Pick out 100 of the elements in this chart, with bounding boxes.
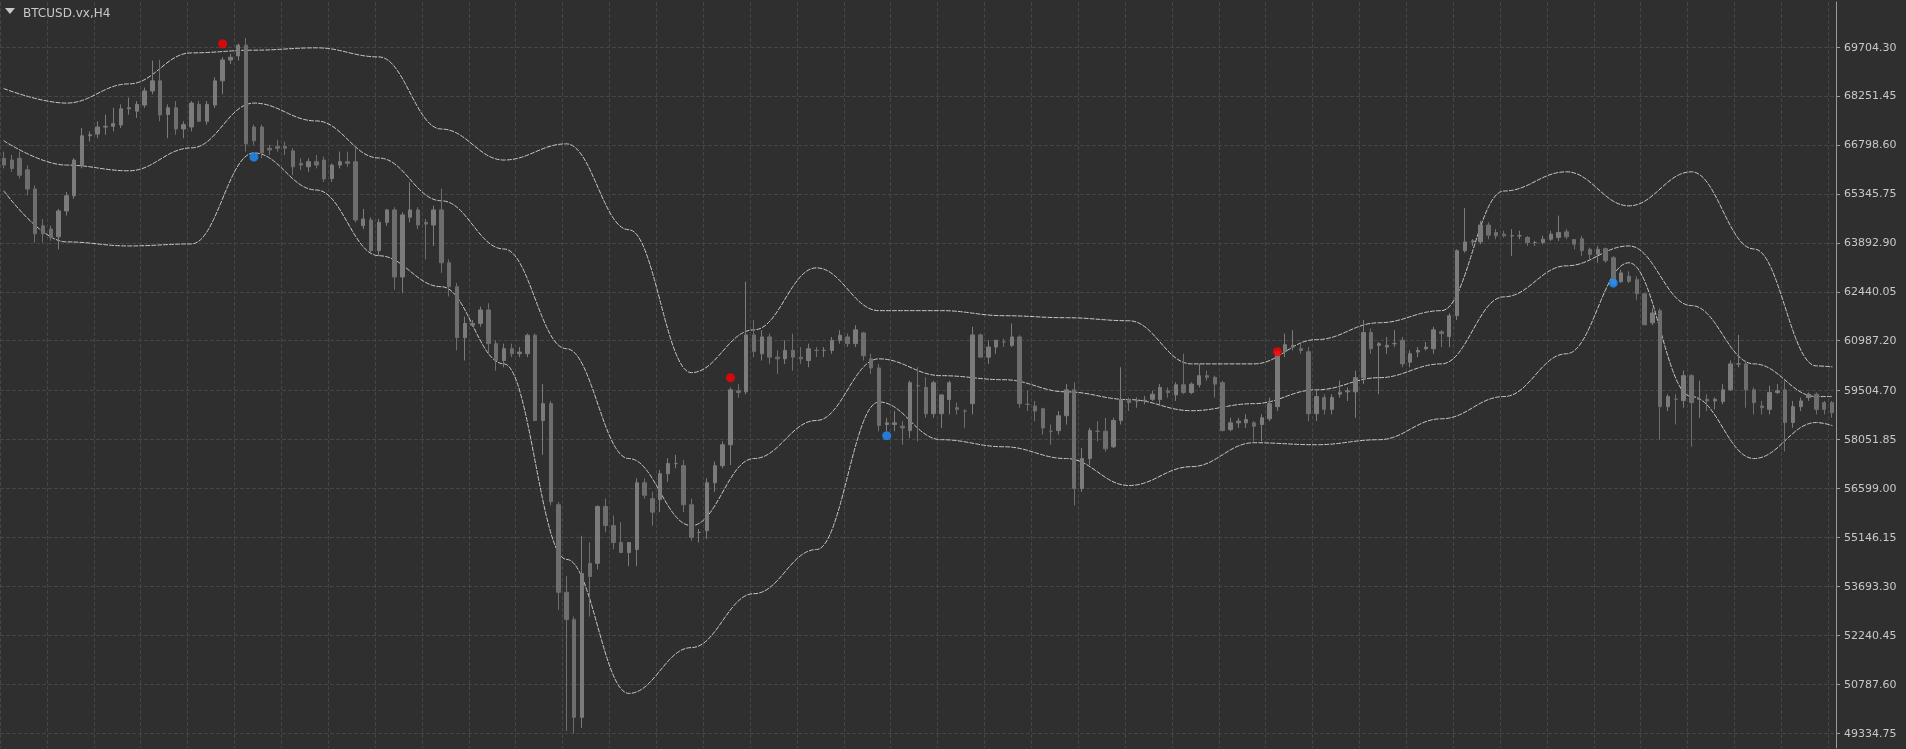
line-series: [3, 102, 1833, 527]
candlestick: [924, 376, 928, 419]
candlestick: [955, 402, 959, 415]
candlestick: [1377, 341, 1381, 395]
candlestick: [525, 333, 530, 358]
candlestick: [1064, 383, 1069, 426]
candlestick: [1095, 420, 1100, 442]
candlestick: [1603, 247, 1608, 264]
candlestick: [416, 206, 420, 230]
candlestick: [1244, 413, 1248, 429]
y-tick-label: 50787.60: [1844, 677, 1897, 691]
candlestick: [736, 383, 741, 399]
candlestick: [1220, 380, 1225, 432]
candlestick: [1142, 395, 1147, 405]
candlestick: [799, 346, 803, 365]
candlestick: [369, 216, 373, 254]
candlestick: [1291, 329, 1295, 351]
candlestick: [49, 225, 53, 242]
candlestick: [783, 339, 787, 365]
candlestick: [533, 333, 537, 422]
candlestick: [10, 154, 14, 173]
candlestick: [1705, 393, 1709, 412]
candlestick: [439, 188, 444, 274]
candlestick: [1674, 393, 1678, 426]
candlestick: [236, 43, 240, 62]
candlestick: [908, 380, 912, 439]
candlestick: [1369, 328, 1373, 355]
candlestick: [986, 339, 991, 365]
candlestick: [306, 157, 311, 173]
candlestick: [494, 339, 498, 372]
candlestick: [1127, 397, 1131, 412]
candlestick: [1799, 397, 1803, 412]
candlestick: [1010, 322, 1014, 348]
candlestick: [1213, 375, 1217, 399]
candlestick: [1361, 319, 1366, 385]
candlestick: [56, 208, 61, 250]
candlestick: [1721, 383, 1725, 405]
candlestick: [1049, 424, 1053, 446]
candlestick: [1642, 292, 1647, 326]
candlestick: [1299, 343, 1303, 355]
line-series: [3, 152, 1833, 694]
candlestick: [1447, 312, 1451, 348]
candlestick: [1588, 247, 1592, 260]
y-tick-label: 55146.15: [1844, 531, 1897, 545]
candlestick: [1713, 397, 1717, 410]
candlestick: [814, 346, 819, 358]
candlestick: [1666, 393, 1670, 412]
candlestick: [283, 141, 287, 156]
candlestick: [470, 319, 475, 328]
candlestick: [705, 477, 709, 540]
candlestick: [392, 206, 397, 291]
candlestick: [142, 87, 147, 109]
candlestick: [33, 184, 37, 244]
candlestick: [119, 103, 123, 129]
candlestick: [166, 103, 170, 139]
candlestick: [1806, 392, 1811, 402]
candlestick: [713, 461, 717, 493]
candlestick: [877, 363, 881, 432]
candlestick: [838, 329, 842, 345]
candlestick: [580, 535, 584, 729]
candlestick: [978, 333, 983, 358]
point: [249, 152, 259, 162]
candlestick: [1689, 373, 1694, 448]
candlestick: [642, 477, 647, 500]
candlestick: [1041, 407, 1045, 436]
candlestick: [1439, 329, 1444, 348]
candlestick: [72, 157, 76, 200]
candlestick: [767, 333, 772, 365]
y-tick-label: 68251.45: [1844, 89, 1897, 103]
candlestick: [2, 151, 6, 169]
candlestick: [1658, 307, 1662, 441]
y-tick-label: 53693.30: [1844, 579, 1897, 593]
candlestick: [1408, 349, 1412, 368]
candlestick: [611, 515, 616, 550]
candlestick: [1635, 275, 1639, 301]
point: [1608, 278, 1618, 288]
candlestick: [103, 114, 108, 136]
candlestick: [1572, 238, 1576, 250]
candlestick: [1174, 381, 1178, 402]
candlestick: [260, 124, 264, 159]
candlestick: [1033, 400, 1037, 422]
candlestick: [244, 37, 248, 153]
point: [726, 373, 735, 383]
candlestick: [689, 498, 694, 542]
point: [882, 431, 892, 441]
candlestick: [658, 469, 662, 513]
candlestick: [1158, 383, 1162, 405]
candlestick: [25, 164, 30, 196]
candlestick: [220, 56, 225, 95]
candlestick: [361, 208, 365, 230]
candlestick: [1260, 413, 1264, 442]
candlestick: [1385, 336, 1389, 355]
candlestick: [572, 616, 576, 735]
candlestick: [1681, 370, 1686, 409]
candlestick: [1205, 370, 1209, 382]
y-tick-label: 59504.70: [1844, 384, 1897, 398]
candlestick: [775, 349, 780, 375]
point: [218, 39, 228, 49]
y-tick-label: 49334.75: [1844, 726, 1897, 740]
candlestick: [314, 154, 319, 169]
